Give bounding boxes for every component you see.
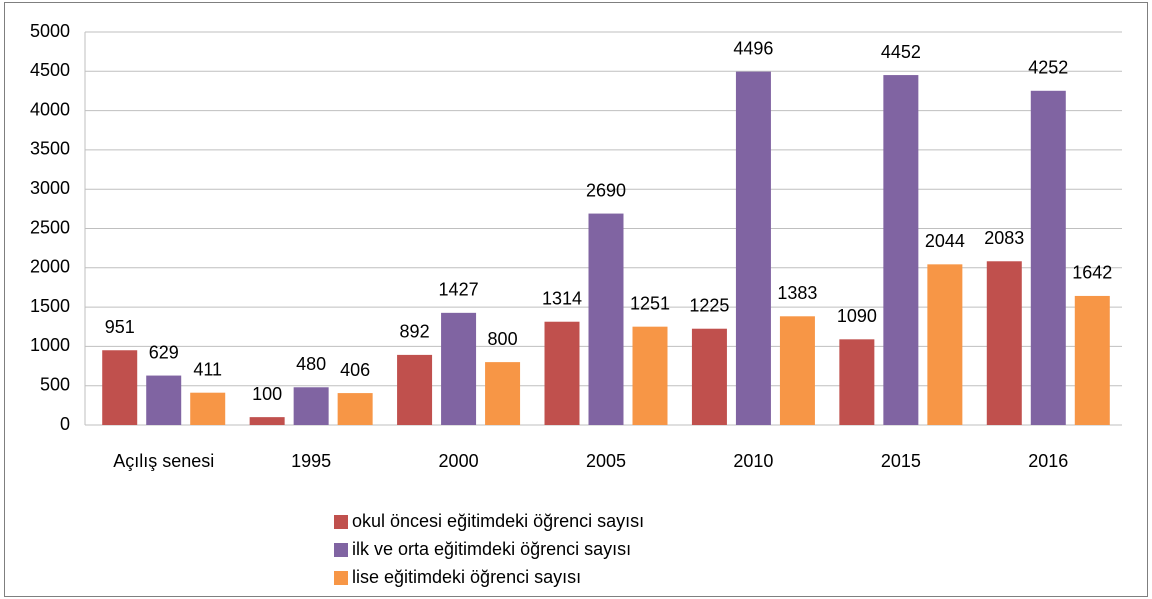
data-label: 892 — [400, 322, 430, 342]
data-label: 2083 — [984, 228, 1024, 248]
data-label: 100 — [252, 384, 282, 404]
y-tick-label: 5000 — [30, 21, 70, 41]
data-label: 1225 — [689, 295, 729, 315]
data-label: 411 — [193, 359, 222, 379]
bar — [883, 75, 919, 425]
data-label: 406 — [340, 360, 370, 380]
data-label: 1427 — [439, 280, 479, 300]
y-tick-label: 500 — [40, 374, 70, 394]
data-label: 1642 — [1072, 263, 1112, 283]
bar — [485, 362, 521, 425]
legend-swatch — [334, 515, 348, 529]
y-tick-label: 2000 — [30, 257, 70, 277]
data-label: 2044 — [925, 231, 965, 251]
y-tick-label: 0 — [60, 414, 70, 434]
bar — [293, 387, 329, 425]
y-tick-label: 3000 — [30, 178, 70, 198]
x-tick-label: Açılış senesi — [113, 451, 214, 471]
legend-label: ilk ve orta eğitimdeki öğrenci sayısı — [352, 539, 631, 559]
bar — [986, 261, 1022, 425]
x-tick-label: 2000 — [439, 451, 479, 471]
y-tick-label: 1000 — [30, 335, 70, 355]
data-label: 1090 — [837, 306, 877, 326]
y-tick-label: 3500 — [30, 139, 70, 159]
data-label: 480 — [296, 354, 326, 374]
x-tick-label: 2016 — [1028, 451, 1068, 471]
data-label: 800 — [488, 329, 518, 349]
legend-swatch — [334, 543, 348, 557]
bar — [249, 417, 285, 425]
bar — [588, 213, 624, 425]
x-tick-label: 2015 — [881, 451, 921, 471]
bar — [839, 339, 875, 425]
bar — [441, 312, 477, 425]
y-tick-label: 2500 — [30, 217, 70, 237]
data-label: 1251 — [630, 293, 670, 313]
bar — [691, 328, 727, 425]
x-tick-label: 2010 — [733, 451, 773, 471]
x-tick-label: 2005 — [586, 451, 626, 471]
data-label: 1383 — [777, 283, 817, 303]
bar — [544, 321, 580, 425]
legend-swatch — [334, 571, 348, 585]
legend-label: okul öncesi eğitimdeki öğrenci sayısı — [352, 511, 644, 531]
bar — [779, 316, 815, 425]
data-label: 2690 — [586, 180, 626, 200]
bar — [337, 393, 373, 425]
data-label: 4496 — [733, 38, 773, 58]
bar — [146, 375, 182, 425]
data-label: 1314 — [542, 288, 582, 308]
data-label: 4252 — [1028, 58, 1068, 78]
legend-label: lise eğitimdeki öğrenci sayısı — [352, 567, 581, 587]
y-tick-label: 4000 — [30, 99, 70, 119]
bar — [927, 264, 963, 425]
bar — [632, 326, 668, 425]
data-label: 4452 — [881, 42, 921, 62]
y-tick-label: 1500 — [30, 296, 70, 316]
bar — [735, 71, 771, 425]
bar — [102, 350, 138, 425]
x-tick-label: 1995 — [291, 451, 331, 471]
bar — [190, 392, 226, 425]
bar — [1074, 295, 1110, 425]
data-label: 629 — [149, 342, 179, 362]
bar — [1030, 90, 1066, 426]
y-tick-label: 4500 — [30, 60, 70, 80]
bar — [397, 354, 433, 425]
data-label: 951 — [105, 317, 135, 337]
